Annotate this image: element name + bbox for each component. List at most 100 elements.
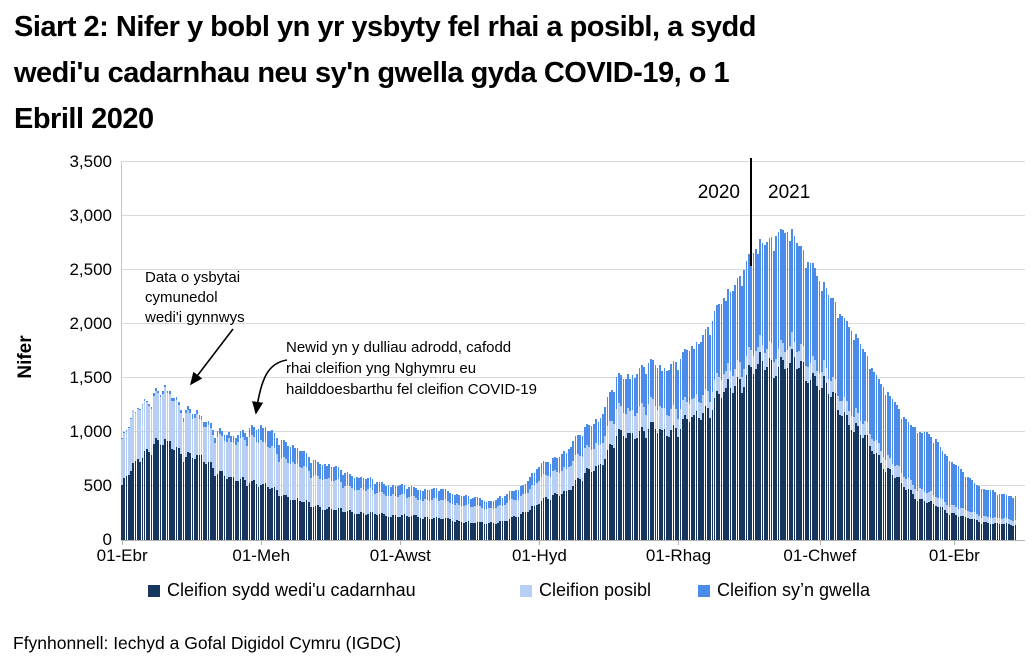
bar-segment [410, 516, 413, 540]
bar-segment [435, 498, 438, 517]
bar-day-305 [816, 276, 819, 540]
bar-segment [741, 285, 743, 377]
bar-segment [164, 384, 166, 388]
bar-segment [155, 438, 157, 540]
bar-segment [572, 486, 575, 540]
bar-day-182 [535, 468, 538, 540]
bar-day-20 [166, 390, 169, 540]
bar-day-184 [540, 463, 543, 540]
bar-segment [665, 436, 668, 540]
bar-day-47 [228, 432, 230, 540]
bar-segment [335, 465, 337, 480]
bar-segment [141, 403, 144, 406]
bar-segment [602, 464, 604, 540]
bar-segment [205, 464, 208, 540]
bar-segment [846, 414, 848, 540]
bar-segment [597, 445, 600, 466]
bar-segment [437, 518, 440, 540]
bar-segment [485, 501, 488, 510]
bar-day-121 [396, 486, 399, 540]
bar-segment [789, 345, 791, 364]
bar-segment [255, 483, 258, 540]
bar-segment [820, 371, 823, 389]
bar-day-141 [442, 488, 445, 540]
bar-segment [282, 494, 285, 540]
bar-day-311 [830, 297, 832, 540]
bar-day-84 [312, 460, 315, 540]
bar-segment [686, 401, 689, 419]
bar-day-324 [859, 344, 862, 540]
bar-segment [123, 431, 125, 433]
bar-day-366 [955, 465, 958, 540]
bar-segment [435, 487, 438, 499]
bar-segment [957, 508, 960, 517]
bar-segment [782, 229, 784, 344]
bar-segment [629, 433, 632, 540]
bar-segment [369, 477, 372, 489]
bar-segment [335, 479, 337, 510]
bar-segment [216, 473, 219, 540]
bar-segment [355, 514, 358, 540]
bar-segment [905, 478, 907, 490]
bar-segment [912, 426, 914, 485]
bar-segment [713, 398, 716, 540]
bar-day-252 [695, 341, 698, 540]
bar-day-174 [517, 490, 520, 540]
y-tick-label: 3,000 [69, 206, 112, 225]
bar-segment [563, 490, 565, 540]
bar-segment [889, 395, 892, 458]
bar-segment [189, 409, 192, 414]
bar-segment [823, 359, 825, 376]
bar-day-322 [855, 333, 857, 540]
bar-segment [722, 298, 725, 374]
y-tick-label: 3,500 [69, 152, 112, 171]
bar-segment [367, 489, 369, 514]
bar-day-392 [1014, 496, 1017, 540]
bar-segment [827, 294, 830, 379]
bar-day-265 [725, 301, 727, 540]
bar-segment [547, 476, 550, 499]
bar-day-351 [921, 432, 923, 540]
year-divider-line [750, 158, 752, 266]
bar-segment [907, 422, 910, 479]
bar-segment [868, 369, 871, 435]
bar-segment [706, 391, 709, 408]
bar-segment [447, 517, 449, 540]
bar-segment [818, 280, 821, 374]
bar-segment [467, 521, 470, 540]
bar-segment [355, 489, 358, 515]
bar-segment [583, 473, 586, 540]
annotation-community-hospitals: Data o ysbytai cymunedol wedi'i gynnwys [145, 269, 245, 326]
bar-segment [998, 518, 1001, 524]
bar-segment [923, 432, 926, 493]
bar-segment [871, 368, 873, 439]
bar-day-234 [654, 365, 657, 540]
bar-segment [522, 484, 524, 495]
bar-segment [520, 514, 522, 540]
bar-segment [369, 488, 372, 513]
bar-segment [702, 395, 705, 414]
bar-day-183 [538, 466, 540, 540]
bar-segment [143, 400, 146, 451]
bar-day-340 [896, 404, 898, 540]
bar-segment [515, 490, 518, 500]
bar-segment [556, 457, 559, 473]
bar-day-349 [916, 433, 919, 540]
bar-segment [513, 516, 515, 540]
bar-segment [827, 394, 830, 540]
bar-segment [1005, 495, 1008, 518]
bar-segment [957, 516, 960, 540]
bar-segment [884, 459, 887, 473]
bar-segment [522, 494, 524, 513]
bar-day-187 [547, 462, 550, 540]
bar-segment [793, 341, 796, 358]
bar-segment [269, 489, 271, 540]
bar-segment [360, 512, 363, 540]
bar-segment [629, 379, 632, 411]
bar-segment [187, 406, 189, 411]
bar-segment [809, 263, 812, 364]
bar-segment [932, 503, 935, 540]
bar-segment [754, 248, 757, 352]
bar-segment [848, 326, 850, 411]
bar-day-284 [768, 237, 771, 540]
